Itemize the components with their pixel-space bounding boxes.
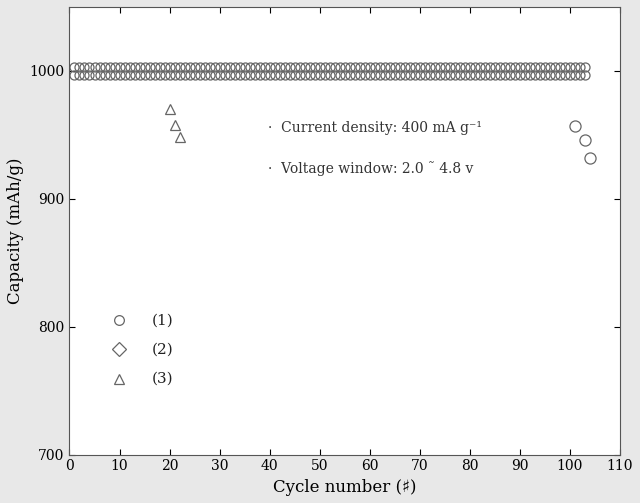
Text: (1): (1) — [152, 313, 174, 327]
Text: ·  Voltage window: 2.0 ˜ 4.8 v: · Voltage window: 2.0 ˜ 4.8 v — [268, 160, 473, 176]
Y-axis label: Capacity (mAh/g): Capacity (mAh/g) — [7, 157, 24, 304]
X-axis label: Cycle number (♯): Cycle number (♯) — [273, 479, 417, 496]
Text: ·  Current density: 400 mA g⁻¹: · Current density: 400 mA g⁻¹ — [268, 121, 481, 135]
Text: (3): (3) — [152, 372, 173, 385]
Text: (2): (2) — [152, 343, 174, 357]
